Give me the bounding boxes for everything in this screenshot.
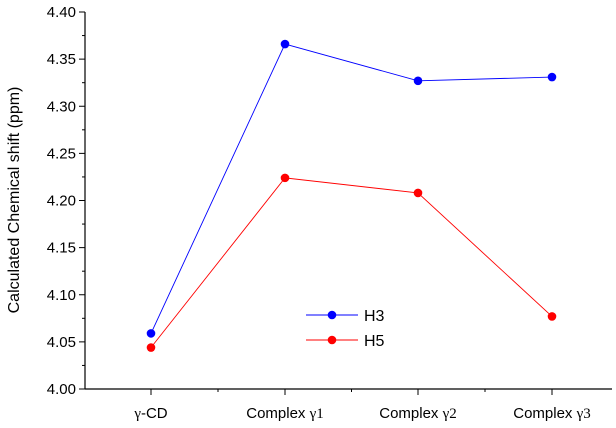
- y-tick-label: 4.25: [47, 145, 76, 162]
- x-tick-label: Complex γ1: [246, 405, 324, 422]
- legend-label: H5: [364, 333, 385, 350]
- data-point-h5: [413, 188, 423, 198]
- data-point-h5: [146, 343, 156, 352]
- x-axis: γ-CD Complex γ1 Complex γ2 Complex γ3: [133, 389, 591, 422]
- x-tick-label-text: -CD: [141, 405, 168, 422]
- legend-item-h3: H3: [306, 308, 385, 325]
- legend-marker: [327, 310, 337, 320]
- y-tick-label: 4.40: [47, 4, 76, 21]
- x-tick-label: γ-CD: [133, 405, 167, 422]
- y-tick-label: 4.30: [47, 98, 76, 115]
- legend-marker: [327, 335, 337, 345]
- y-axis-title: Calculated Chemical shift (ppm): [6, 87, 23, 314]
- y-axis: 4.00 4.05 4.10 4.15 4.20 4.25 4.30 4.35 4.40: [47, 4, 85, 398]
- y-tick-label: 4.05: [47, 334, 76, 351]
- data-point-h5: [280, 173, 290, 183]
- x-tick-label-text: Complex: [513, 405, 576, 422]
- data-point-h5: [547, 312, 557, 321]
- x-tick-label-text: Complex: [246, 405, 309, 422]
- x-tick-label: Complex γ3: [513, 405, 591, 422]
- data-point-h3: [413, 76, 423, 86]
- legend-item-h5: H5: [306, 333, 385, 350]
- series-line-h5: [150, 177, 553, 348]
- plot-frame: [84, 12, 612, 390]
- y-tick-label: 4.20: [47, 193, 76, 210]
- x-tick-label-greek: γ: [133, 406, 141, 422]
- x-tick-label-suffix: γ3: [576, 406, 591, 422]
- data-point-h3: [280, 39, 290, 49]
- series-layer: [146, 39, 557, 352]
- x-tick-label-text: Complex: [379, 405, 442, 422]
- data-point-h3: [146, 329, 156, 338]
- y-tick-label: 4.15: [47, 240, 76, 257]
- x-tick-label-suffix: γ2: [442, 406, 457, 422]
- y-tick-label: 4.00: [47, 381, 76, 398]
- series-h5: [146, 173, 557, 352]
- x-tick-label-suffix: γ1: [309, 406, 324, 422]
- series-line-h3: [150, 43, 553, 334]
- legend-label: H3: [364, 308, 385, 325]
- data-point-h3: [547, 72, 557, 82]
- series-h3: [146, 39, 557, 338]
- x-tick-label: Complex γ2: [379, 405, 457, 422]
- y-tick-label: 4.10: [47, 287, 76, 304]
- y-tick-label: 4.35: [47, 51, 76, 68]
